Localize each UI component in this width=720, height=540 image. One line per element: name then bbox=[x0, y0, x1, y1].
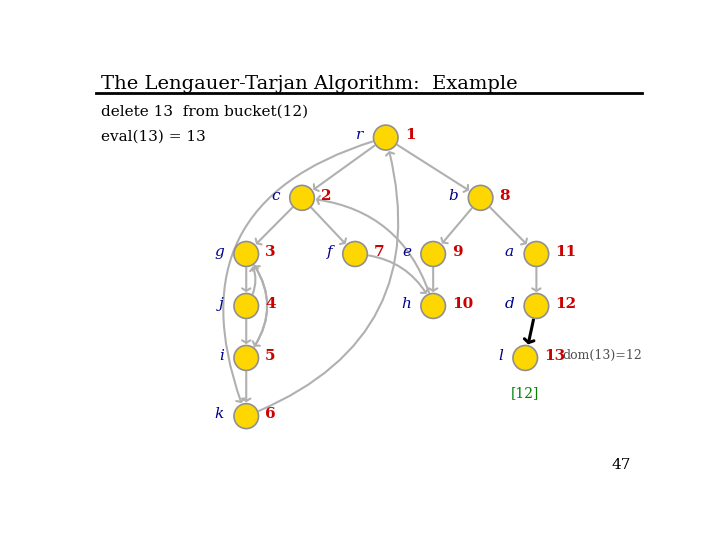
Ellipse shape bbox=[468, 185, 493, 210]
Text: j: j bbox=[219, 297, 224, 311]
Text: l: l bbox=[498, 349, 503, 363]
Text: 13: 13 bbox=[544, 349, 565, 363]
Text: h: h bbox=[401, 297, 411, 311]
Text: [12]: [12] bbox=[511, 386, 539, 400]
Text: 2: 2 bbox=[321, 189, 331, 203]
Text: 12: 12 bbox=[555, 297, 577, 311]
Ellipse shape bbox=[234, 404, 258, 429]
Ellipse shape bbox=[524, 294, 549, 319]
Text: d: d bbox=[504, 297, 514, 311]
Text: c: c bbox=[271, 189, 279, 203]
Text: The Lengauer-Tarjan Algorithm:  Example: The Lengauer-Tarjan Algorithm: Example bbox=[101, 75, 518, 93]
Text: r: r bbox=[356, 129, 364, 143]
Text: 4: 4 bbox=[265, 297, 276, 311]
Text: 10: 10 bbox=[452, 297, 473, 311]
Ellipse shape bbox=[421, 294, 446, 319]
Text: 1: 1 bbox=[405, 129, 415, 143]
Ellipse shape bbox=[234, 294, 258, 319]
Ellipse shape bbox=[374, 125, 398, 150]
Ellipse shape bbox=[513, 346, 538, 370]
Ellipse shape bbox=[234, 241, 258, 266]
Ellipse shape bbox=[234, 346, 258, 370]
Text: g: g bbox=[214, 245, 224, 259]
Text: 7: 7 bbox=[374, 245, 384, 259]
Text: 5: 5 bbox=[265, 349, 276, 363]
Text: b: b bbox=[449, 189, 458, 203]
Text: eval(13) = 13: eval(13) = 13 bbox=[101, 129, 206, 143]
Text: 3: 3 bbox=[265, 245, 276, 259]
Ellipse shape bbox=[524, 241, 549, 266]
Text: 8: 8 bbox=[500, 189, 510, 203]
Text: 11: 11 bbox=[555, 245, 577, 259]
Ellipse shape bbox=[289, 185, 315, 210]
Ellipse shape bbox=[421, 241, 446, 266]
Text: 47: 47 bbox=[612, 458, 631, 472]
Text: e: e bbox=[402, 245, 411, 259]
Text: dom(13)=12: dom(13)=12 bbox=[562, 349, 642, 362]
Text: i: i bbox=[219, 349, 224, 363]
Text: k: k bbox=[215, 407, 224, 421]
Text: 6: 6 bbox=[265, 407, 276, 421]
Text: delete 13  from bucket(12): delete 13 from bucket(12) bbox=[101, 104, 308, 118]
Text: f: f bbox=[327, 245, 333, 259]
Ellipse shape bbox=[343, 241, 367, 266]
Text: a: a bbox=[505, 245, 514, 259]
Text: 9: 9 bbox=[452, 245, 463, 259]
